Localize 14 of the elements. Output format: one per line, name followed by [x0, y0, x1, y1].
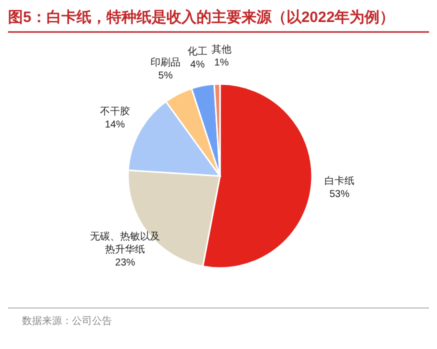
chart-title: 图5：白卡纸，特种纸是收入的主要来源（以2022年为例） — [8, 8, 395, 26]
data-label: 5% — [158, 70, 173, 82]
slice-label: 白卡纸 — [324, 174, 354, 187]
data-label: 1% — [214, 58, 229, 69]
data-label: 53% — [329, 188, 350, 200]
data-label: 14% — [104, 120, 125, 131]
data-label: 23% — [115, 258, 136, 269]
slice-label: 印刷品 — [150, 56, 181, 69]
slice-label: 无碳、热敏以及热升华纸 — [90, 230, 160, 256]
slice-label: 其他 — [212, 44, 232, 56]
slice-label: 化工 — [188, 46, 208, 58]
slice-label: 不干胶 — [100, 106, 130, 118]
source-note: 数据来源：公司公告 — [22, 315, 112, 327]
data-label: 4% — [190, 60, 205, 71]
